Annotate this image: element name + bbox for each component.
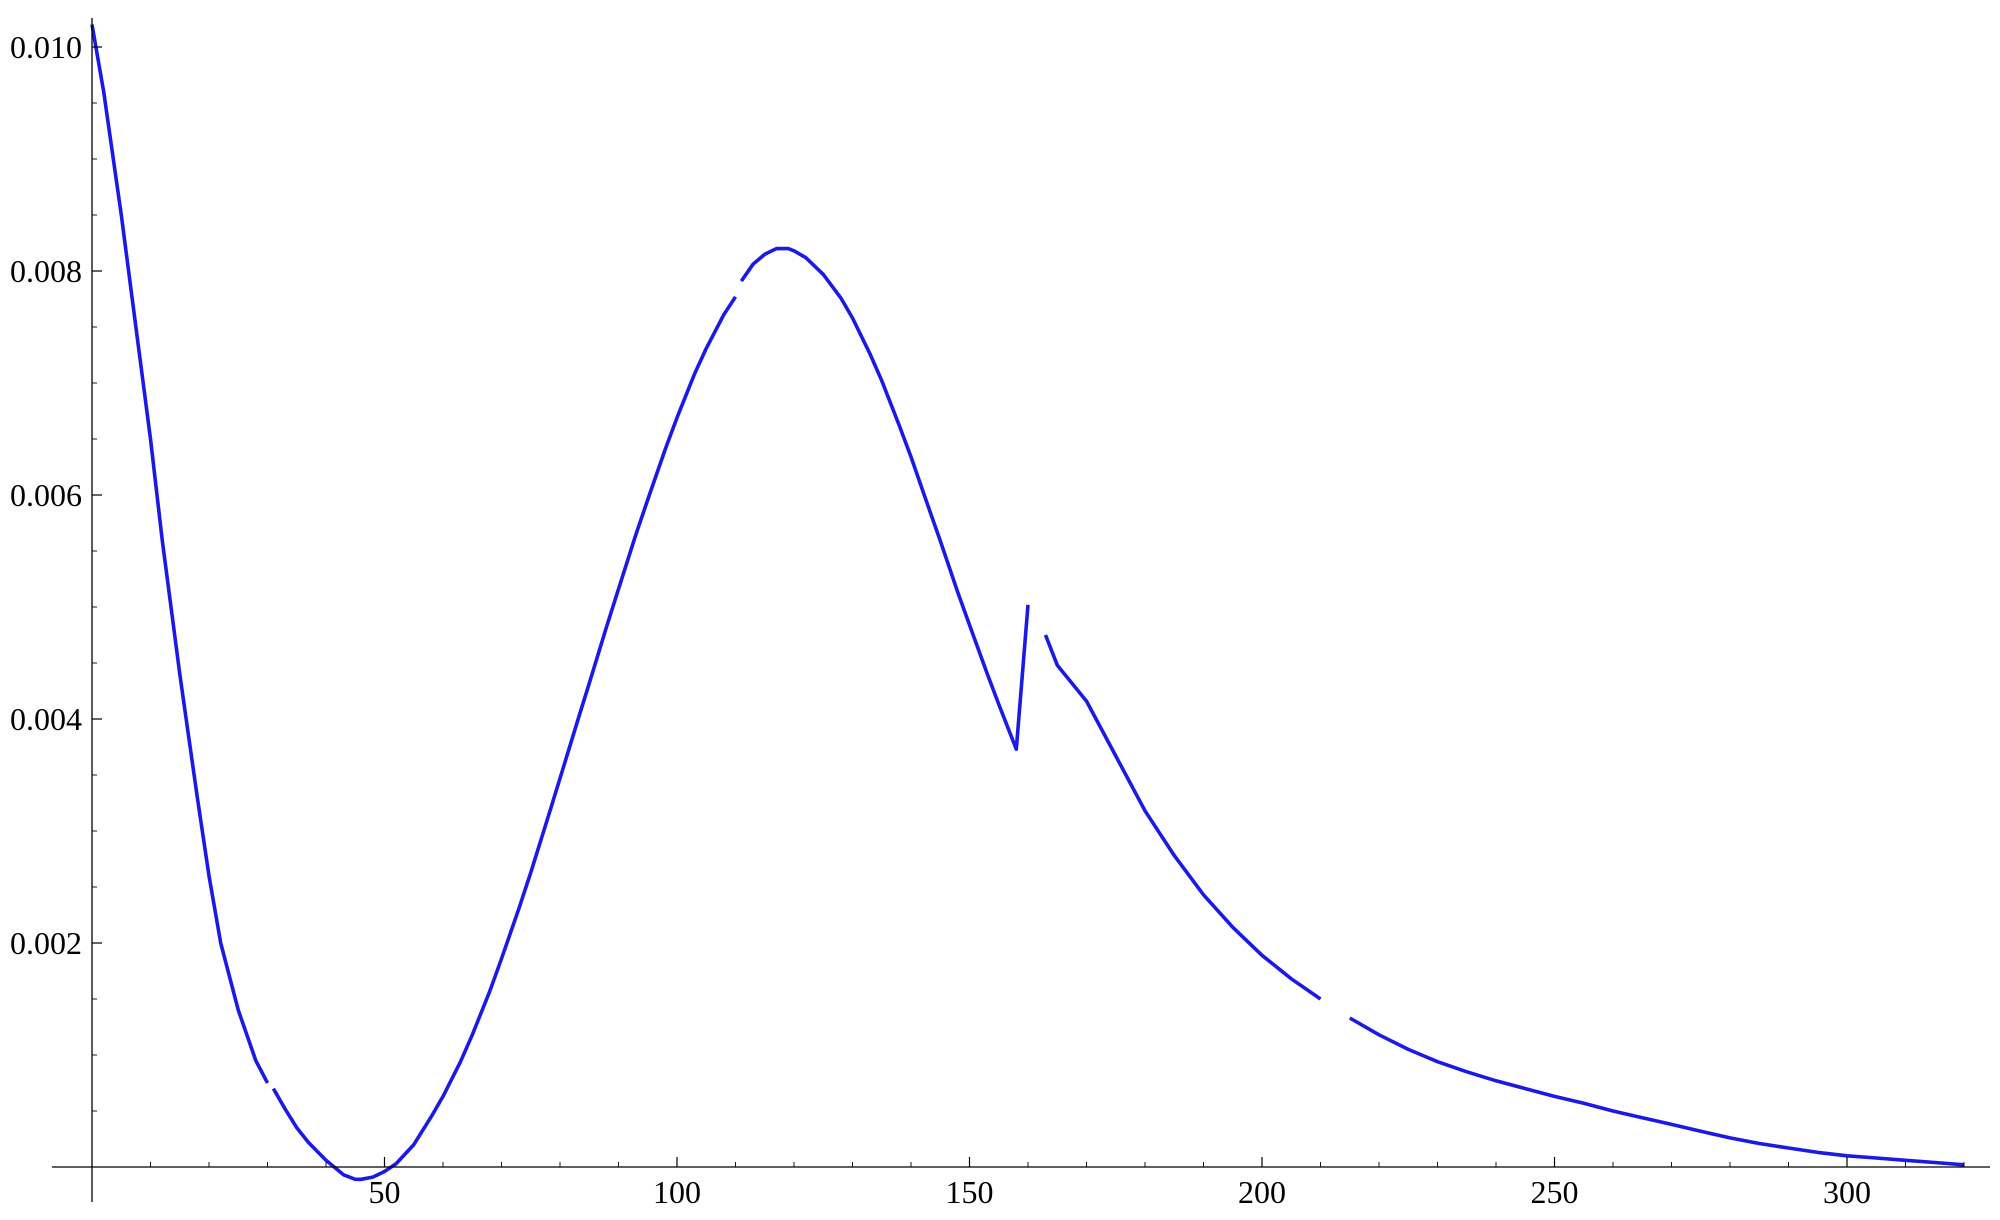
x-tick-label: 100 xyxy=(653,1174,701,1210)
series-layer xyxy=(90,24,1965,1182)
axes: 50 100 150 200 250 300 0.002 0.004 0.006 0.008 0.0… xyxy=(10,18,1990,1210)
series-line-segment xyxy=(1348,1016,1965,1167)
series-line-segment xyxy=(1043,634,1322,1001)
y-tick-label: 0.008 xyxy=(10,253,82,289)
series-line-segment xyxy=(739,246,1030,752)
y-tick-label: 0.010 xyxy=(10,29,82,65)
y-tick-label: 0.006 xyxy=(10,477,82,513)
x-tick-label: 250 xyxy=(1531,1174,1579,1210)
x-tick-label: 150 xyxy=(946,1174,994,1210)
x-tick-label: 200 xyxy=(1238,1174,1286,1210)
y-tick-label: 0.002 xyxy=(10,925,82,961)
y-tick-label: 0.004 xyxy=(10,701,82,737)
x-tick-label: 300 xyxy=(1823,1174,1871,1210)
series-line-segment xyxy=(90,24,270,1084)
series-line-segment xyxy=(271,295,738,1182)
x-tick-label: 50 xyxy=(369,1174,401,1210)
